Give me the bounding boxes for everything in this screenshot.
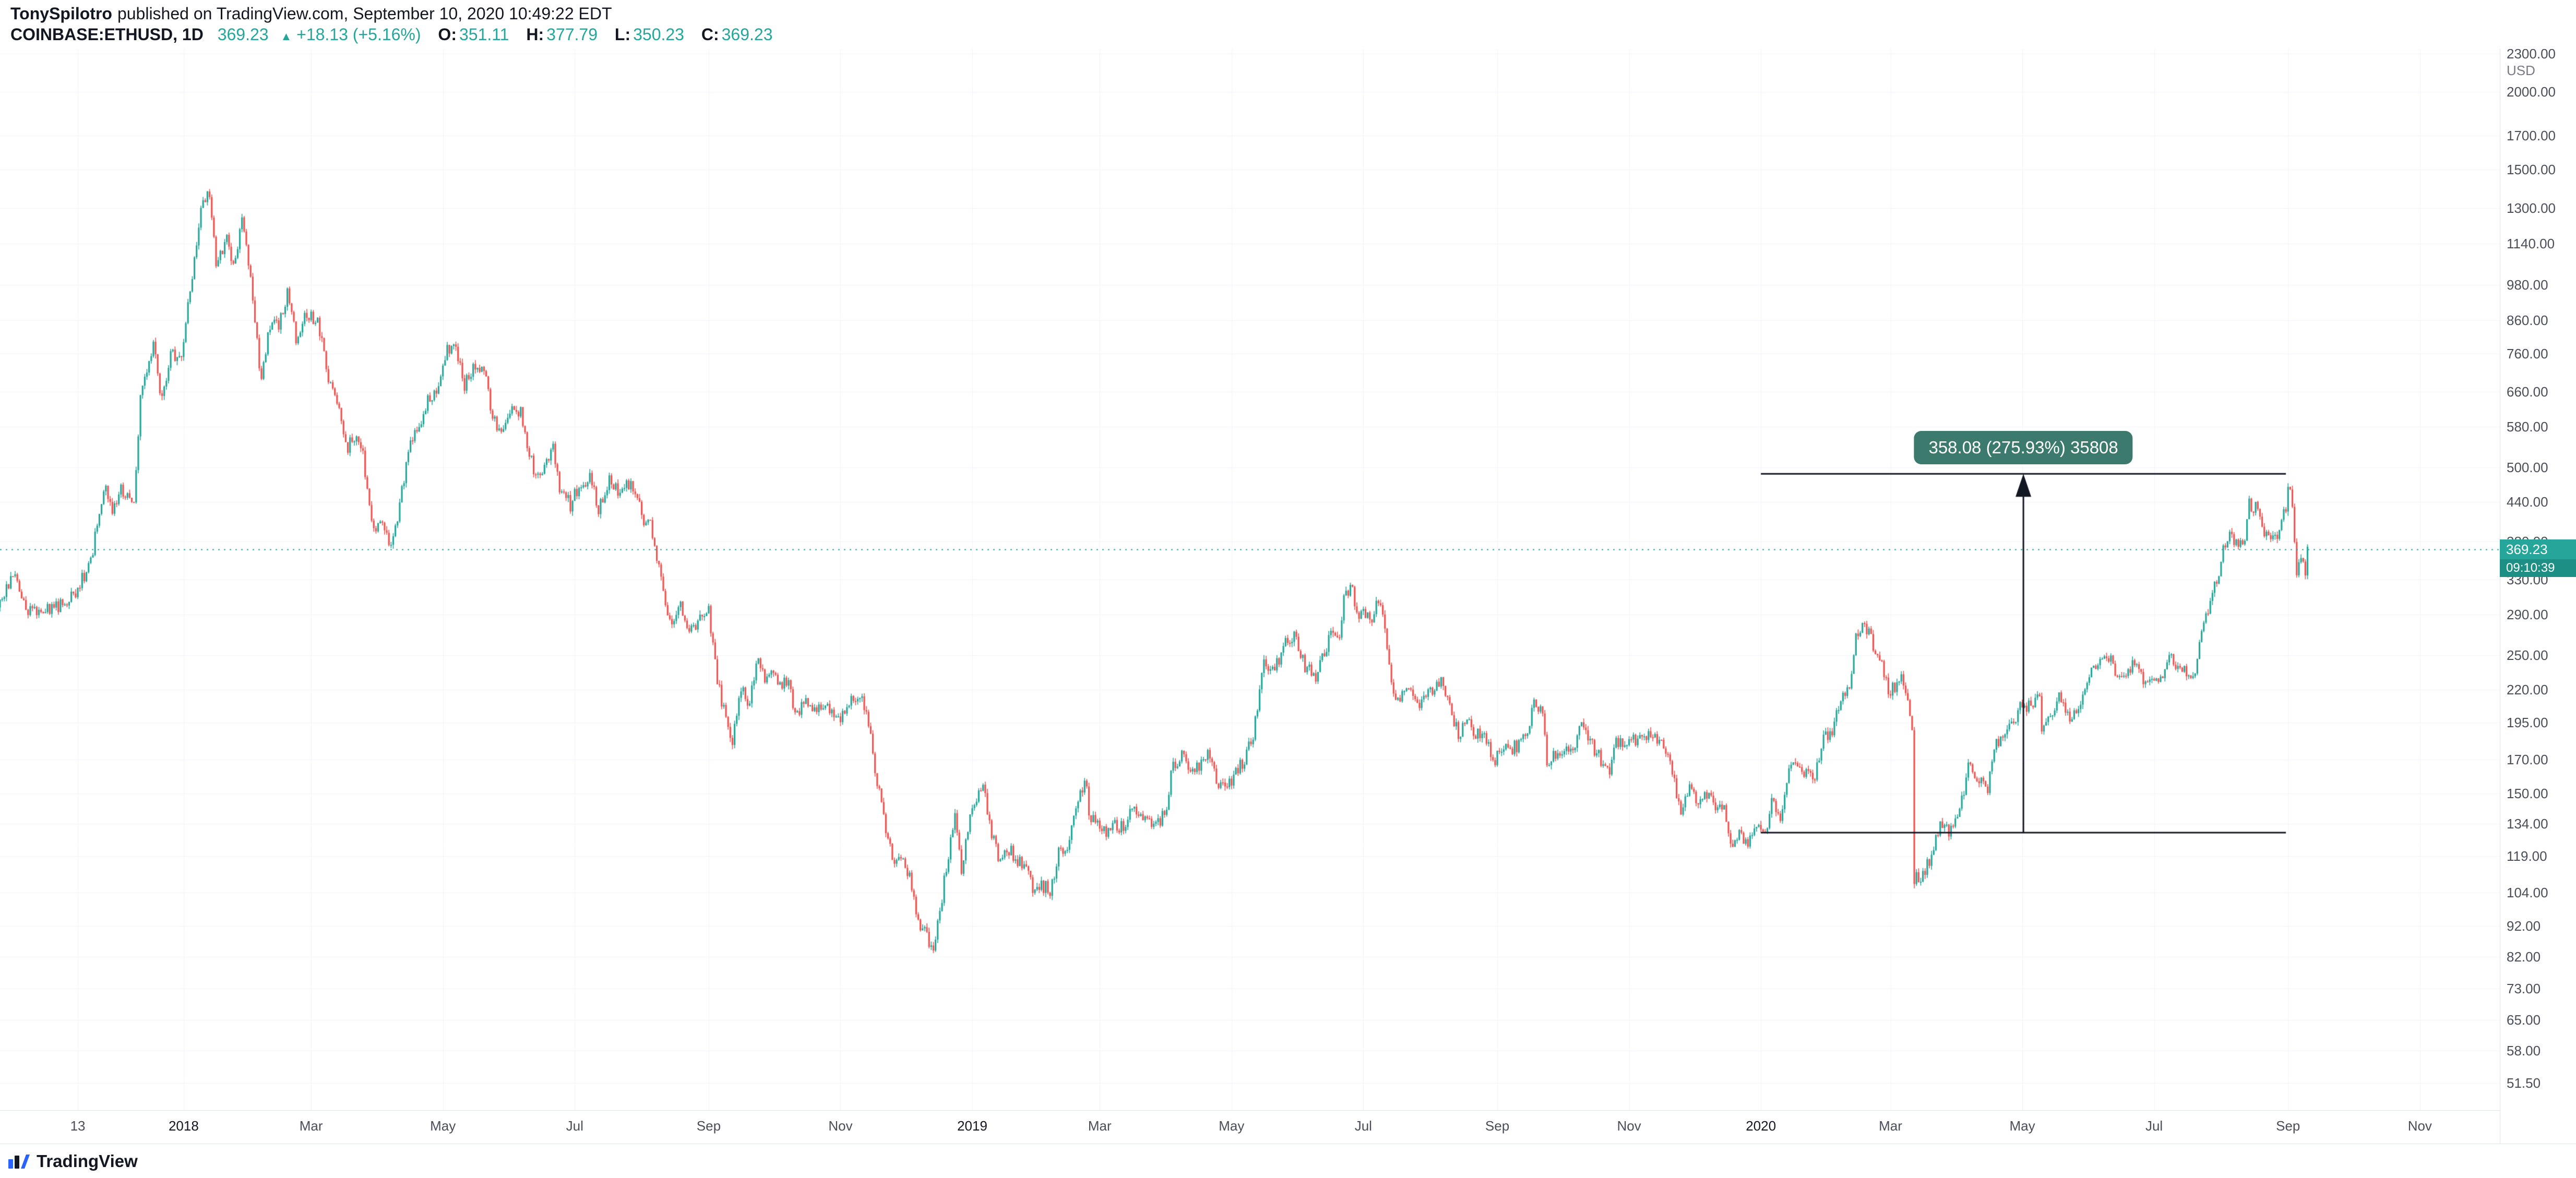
time-tick: 13 <box>70 1118 86 1134</box>
price-chart-canvas[interactable] <box>0 49 2500 1110</box>
symbol-title[interactable]: COINBASE:ETHUSD, 1D <box>10 25 204 44</box>
high-label: H: <box>526 25 544 44</box>
price-tick: 290.00 <box>2507 607 2548 623</box>
close-label: C: <box>701 25 719 44</box>
price-change: +18.13 (+5.16%) <box>296 25 421 44</box>
open-label: O: <box>438 25 457 44</box>
price-tick: 170.00 <box>2507 751 2548 767</box>
symbol-line: COINBASE:ETHUSD, 1D 369.23 ▲ +18.13 (+5.… <box>10 24 2576 47</box>
time-tick: 2018 <box>168 1118 199 1134</box>
header: TonySpilotro published on TradingView.com… <box>0 0 2576 49</box>
price-tick: 660.00 <box>2507 384 2548 400</box>
time-tick: Nov <box>828 1118 853 1134</box>
price-tick: 134.00 <box>2507 816 2548 832</box>
price-tick: 580.00 <box>2507 419 2548 435</box>
time-tick: Nov <box>2407 1118 2432 1134</box>
price-tick: 440.00 <box>2507 494 2548 510</box>
price-tick: 500.00 <box>2507 459 2548 475</box>
time-tick: Jul <box>566 1118 583 1134</box>
time-tick: May <box>430 1118 456 1134</box>
time-tick: Jul <box>2145 1118 2163 1134</box>
price-tick: 1500.00 <box>2507 161 2556 177</box>
price-tick: 1140.00 <box>2507 236 2555 252</box>
price-tick: 1700.00 <box>2507 127 2556 143</box>
time-tick: Sep <box>1485 1118 1510 1134</box>
price-tick: 65.00 <box>2507 1012 2541 1028</box>
price-tick: 980.00 <box>2507 277 2548 293</box>
price-tick: 860.00 <box>2507 312 2548 328</box>
open-value: 351.11 <box>459 25 509 44</box>
close-value: 369.23 <box>721 25 773 44</box>
price-tick: 92.00 <box>2507 918 2541 934</box>
price-tick: 250.00 <box>2507 647 2548 663</box>
time-tick: Nov <box>1617 1118 1641 1134</box>
low-value: 350.23 <box>633 25 684 44</box>
price-axis-unit: USD <box>2507 62 2535 78</box>
price-tick: 1300.00 <box>2507 200 2556 217</box>
price-tick: 119.00 <box>2507 848 2547 864</box>
price-tick: 195.00 <box>2507 714 2548 730</box>
price-tick: 58.00 <box>2507 1043 2541 1059</box>
time-tick: May <box>2009 1118 2035 1134</box>
time-tick: Mar <box>299 1118 323 1134</box>
price-tick: 104.00 <box>2507 885 2548 901</box>
publish-line: TonySpilotro published on TradingView.com… <box>10 3 2576 24</box>
high-value: 377.79 <box>546 25 598 44</box>
price-tick: 51.50 <box>2507 1075 2541 1091</box>
price-tick: 220.00 <box>2507 681 2548 698</box>
brand-name[interactable]: TradingView <box>37 1151 138 1171</box>
time-tick: Mar <box>1879 1118 1902 1134</box>
price-tick: 150.00 <box>2507 785 2548 801</box>
price-tick: 82.00 <box>2507 949 2541 965</box>
footer: TradingView <box>0 1144 2576 1178</box>
up-triangle-icon: ▲ <box>280 30 292 43</box>
measurement-label[interactable]: 358.08 (275.93%) 35808 <box>1914 431 2133 465</box>
time-tick: Sep <box>696 1118 721 1134</box>
price-tick: 73.00 <box>2507 980 2541 996</box>
time-tick: 2019 <box>957 1118 987 1134</box>
time-tick: Jul <box>1354 1118 1372 1134</box>
time-tick: Mar <box>1088 1118 1112 1134</box>
time-tick: Sep <box>2276 1118 2300 1134</box>
last-price-axis-label: 369.23 <box>2500 539 2576 559</box>
time-tick: May <box>1219 1118 1245 1134</box>
tradingview-logo-icon[interactable] <box>7 1152 30 1171</box>
price-tick: 760.00 <box>2507 346 2548 362</box>
price-axis[interactable]: 2300.00 2000.00 1700.00 1500.00 1300.00 1140.… <box>2500 46 2576 1144</box>
time-tick: 2020 <box>1746 1118 1776 1134</box>
last-price-value: 369.23 <box>217 25 269 44</box>
time-axis[interactable]: 13 2018 Mar May Jul Sep Nov 2019 Mar May Jul Sep Nov… <box>0 1110 2500 1144</box>
bar-countdown-label: 09:10:39 <box>2500 559 2576 577</box>
published-info: published on TradingView.com, September … <box>117 4 612 23</box>
author-name: TonySpilotro <box>10 4 112 23</box>
price-tick: 2000.00 <box>2507 83 2556 100</box>
low-label: L: <box>614 25 631 44</box>
